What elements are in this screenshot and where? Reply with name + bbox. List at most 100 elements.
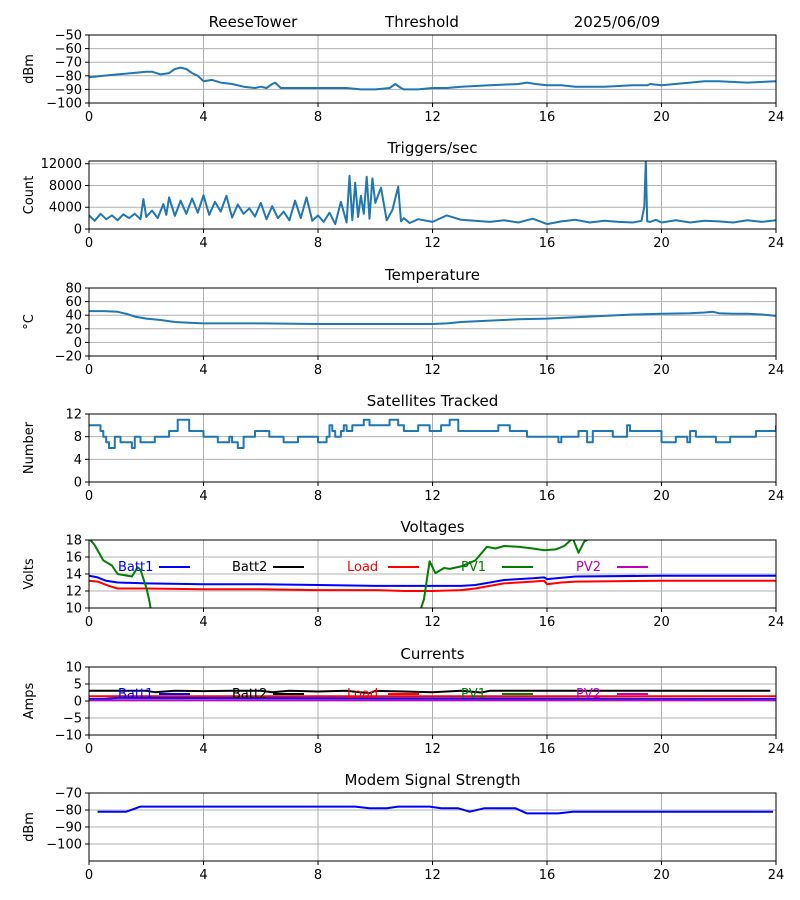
y-tick-label: 14 [65,568,82,583]
y-tick-label: −90 [55,83,82,98]
y-axis-label: dBm [22,54,37,84]
x-tick-label: 4 [199,742,207,757]
chart-title: Temperature [384,266,480,284]
series-line [89,310,776,325]
x-tick-label: 0 [85,742,93,757]
y-tick-label: 12 [65,408,82,423]
header-date: 2025/06/09 [574,13,660,31]
panel-satellites: 0 4 8 12 16 20 24 0 4 8 12 Number Satellites Tracked [22,392,784,504]
series-line-batt2 [89,689,771,695]
legend-label-pv1: PV1 [461,687,486,702]
legend-label-load: Load [347,560,378,575]
y-axis-label: Amps [22,682,37,719]
legend-label-batt1: Batt1 [118,560,153,575]
x-tick-label: 24 [768,110,785,125]
panel-triggers: 0 4 8 12 16 20 24 0 4000 8000 12000 Count Triggers/s… [22,139,784,251]
y-tick-label: −90 [55,821,82,836]
x-tick-label: 8 [314,742,322,757]
series-line [97,805,774,815]
y-tick-label: 16 [65,551,82,566]
x-tick-label: 4 [199,236,207,251]
series-line-pv1 [89,540,590,608]
series-line [89,418,776,449]
y-tick-label: −10 [55,729,82,744]
x-tick-label: 16 [539,742,556,757]
x-tick-label: 16 [539,489,556,504]
y-tick-label: −80 [55,804,82,819]
y-tick-label: −100 [46,838,82,853]
y-tick-label: 60 [65,295,82,310]
x-tick-label: 4 [199,110,207,125]
y-tick-label: −60 [55,42,82,57]
x-tick-label: 12 [424,742,441,757]
x-tick-label: 8 [314,868,322,883]
x-tick-label: 0 [85,363,93,378]
y-tick-label: 12 [65,585,82,600]
x-tick-label: 8 [314,363,322,378]
legend-label-pv2: PV2 [576,560,601,575]
chart-title: Modem Signal Strength [345,771,521,789]
x-tick-label: 12 [424,363,441,378]
x-tick-label: 24 [768,363,785,378]
panel-threshold: 0 4 8 12 16 20 24 −100−90−80−70−60−50 dBm [22,29,784,126]
x-tick-label: 4 [199,615,207,630]
x-tick-label: 16 [539,110,556,125]
x-tick-label: 0 [85,868,93,883]
x-tick-label: 8 [314,236,322,251]
y-tick-label: −5 [63,712,82,727]
x-tick-label: 0 [85,110,93,125]
chart-title: Voltages [400,518,464,536]
y-tick-label: 40 [65,309,82,324]
x-tick-label: 12 [424,236,441,251]
x-tick-label: 20 [653,742,670,757]
x-tick-label: 20 [653,615,670,630]
y-axis-label: Number [22,421,37,474]
x-tick-label: 20 [653,110,670,125]
x-tick-label: 16 [539,236,556,251]
y-tick-label: −80 [55,69,82,84]
series-line [89,161,776,226]
x-tick-label: 8 [314,615,322,630]
y-tick-label: 10 [65,602,82,617]
x-tick-label: 0 [85,236,93,251]
y-tick-label: 0 [74,476,82,491]
y-tick-label: 80 [65,282,82,297]
series-line-batt1 [89,696,776,700]
series-line [89,66,776,91]
y-tick-label: −70 [55,787,82,802]
y-tick-label: 20 [65,322,82,337]
series-line-batt1 [89,574,776,587]
y-tick-label: 10 [65,661,82,676]
legend-label-pv2: PV2 [576,687,601,702]
chart-title: Satellites Tracked [367,392,498,410]
x-tick-label: 4 [199,489,207,504]
x-tick-label: 20 [653,489,670,504]
y-tick-label: 18 [65,534,82,549]
y-tick-label: 0 [74,336,82,351]
x-tick-label: 8 [314,489,322,504]
x-tick-label: 24 [768,615,785,630]
x-tick-label: 24 [768,742,785,757]
x-tick-label: 24 [768,489,785,504]
y-tick-label: −100 [46,97,82,112]
x-tick-label: 12 [424,110,441,125]
y-tick-label: 4000 [49,201,82,216]
x-tick-label: 0 [85,615,93,630]
y-axis-label: Volts [22,558,37,590]
x-tick-label: 12 [424,489,441,504]
x-tick-label: 16 [539,868,556,883]
y-tick-label: 5 [74,678,82,693]
x-tick-label: 20 [653,868,670,883]
y-tick-label: 4 [74,453,82,468]
header-station: ReeseTower [209,13,299,31]
legend-label-load: Load [347,687,378,702]
legend-label-batt2: Batt2 [232,687,267,702]
y-tick-label: 12000 [41,157,82,172]
x-tick-label: 20 [653,363,670,378]
panel-modem: 0 4 8 12 16 20 24 −100 −90 −80 −70 dBm Modem Signal … [22,771,784,883]
chart-title: Triggers/sec [387,139,478,157]
legend-label-batt2: Batt2 [232,560,267,575]
x-tick-label: 16 [539,363,556,378]
